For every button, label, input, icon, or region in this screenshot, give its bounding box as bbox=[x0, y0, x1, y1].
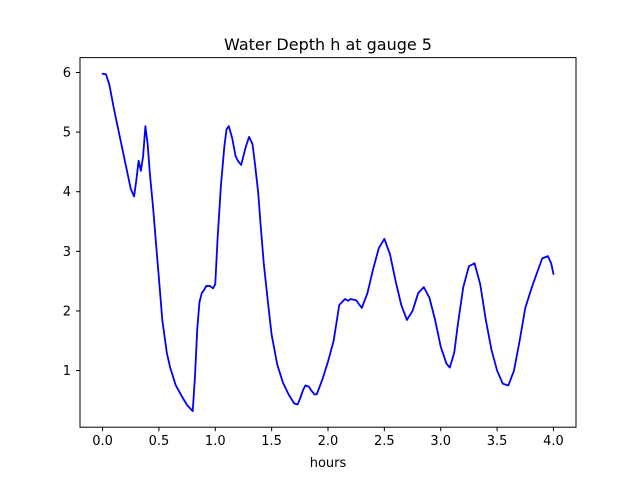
y-axis: 1 2 3 4 5 6 bbox=[63, 66, 80, 379]
x-axis-label: hours bbox=[310, 456, 347, 471]
y-tick-label: 3 bbox=[63, 245, 71, 260]
x-tick-label: 4.0 bbox=[543, 434, 564, 449]
x-tick-label: 1.5 bbox=[261, 434, 282, 449]
y-tick-label: 1 bbox=[63, 364, 71, 379]
series-line-0 bbox=[101, 72, 555, 412]
x-tick-label: 3.5 bbox=[487, 434, 508, 449]
y-tick-label: 4 bbox=[63, 185, 71, 200]
x-tick-label: 2.0 bbox=[318, 434, 339, 449]
x-tick-label: 1.0 bbox=[205, 434, 226, 449]
x-tick-label: 0.0 bbox=[92, 434, 113, 449]
x-axis: 0.0 0.5 1.0 1.5 2.0 2.5 3.0 3.5 4.0 bbox=[92, 427, 564, 449]
y-tick-label: 5 bbox=[63, 126, 71, 141]
y-tick-label: 6 bbox=[63, 66, 71, 81]
x-tick-label: 2.5 bbox=[374, 434, 395, 449]
chart-title: Water Depth h at gauge 5 bbox=[224, 35, 432, 54]
x-tick-label: 3.0 bbox=[430, 434, 451, 449]
y-tick-label: 2 bbox=[63, 304, 71, 319]
x-tick-label: 0.5 bbox=[149, 434, 170, 449]
series-layer bbox=[101, 72, 555, 412]
